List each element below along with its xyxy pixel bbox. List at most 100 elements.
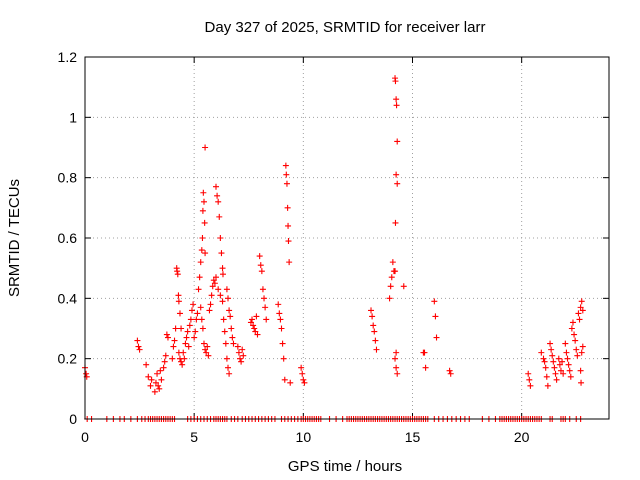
data-point [223,286,230,293]
data-point [156,385,163,392]
data-point [262,304,269,311]
data-point [252,328,259,335]
data-point [152,379,159,386]
data-point [572,337,579,344]
data-point [145,373,152,380]
data-point [579,343,586,350]
data-point [175,292,182,299]
data-point [196,274,203,281]
data-point [373,346,380,353]
data-point [447,370,454,377]
data-point [200,340,207,347]
data-point [249,316,256,323]
data-point [538,349,545,356]
data-point [209,283,216,290]
data-point [286,259,293,266]
data-point [548,346,555,353]
data-point [200,198,207,205]
y-tick-label: 0 [69,411,77,427]
data-point [279,340,286,347]
data-point [253,313,260,320]
data-point [143,361,150,368]
data-point [542,364,549,371]
data-point [259,286,266,293]
data-point [555,355,562,362]
data-point [199,325,206,332]
data-point [566,367,573,374]
data-point [422,364,429,371]
data-point [257,262,264,269]
data-point [578,298,585,305]
data-point [157,367,164,374]
data-point [199,235,206,241]
data-points [82,75,586,422]
data-point [192,328,199,335]
data-point [565,361,572,368]
data-point [83,370,90,377]
data-point [220,316,227,323]
data-point [275,301,282,308]
y-tick-label: 1.2 [58,49,78,65]
data-point [202,346,209,353]
data-point [203,349,210,356]
data-point [543,373,550,380]
data-point [237,355,244,362]
data-point [235,349,242,356]
data-point [251,325,258,332]
data-point [206,307,213,314]
data-point [573,346,580,353]
data-point [182,340,189,347]
data-point [215,286,222,293]
data-point [557,367,564,374]
x-tick-label: 15 [405,429,421,445]
data-point [285,238,292,245]
y-tick-label: 1 [69,109,77,125]
data-point [225,364,232,371]
data-point [154,370,161,377]
data-point [170,343,177,350]
data-point [238,358,245,365]
data-point [301,379,308,386]
data-point [230,340,237,347]
data-point [234,343,241,350]
data-point [247,319,254,326]
data-point [544,382,551,389]
data-point [258,268,265,275]
y-tick-label: 0.6 [58,230,78,246]
data-point [194,310,201,317]
data-point [202,250,209,257]
data-point [201,219,208,226]
data-point [195,286,202,293]
data-point [283,180,290,187]
data-point [134,337,141,344]
data-point [571,331,578,338]
data-point [254,331,261,338]
data-point [431,298,438,305]
data-point [393,102,400,109]
y-tick-label: 0.4 [58,290,78,306]
data-point [204,343,211,350]
data-point [135,343,142,350]
data-point [175,298,182,305]
data-point [218,250,225,257]
data-point [217,235,224,241]
plot-frame [84,56,610,420]
data-point [207,301,214,308]
chart-title: Day 327 of 2025, SRMTID for receiver lar… [205,19,486,36]
data-point [163,331,170,338]
data-point [393,349,400,356]
data-point [197,304,204,311]
data-point [576,316,583,323]
data-point [392,219,399,226]
data-point [551,364,558,371]
data-point [256,253,263,260]
data-point [190,301,197,308]
data-point [226,307,233,314]
data-point [284,204,291,211]
data-point [198,247,205,254]
data-point [219,298,226,305]
data-point [240,352,247,359]
data-point [577,367,584,374]
data-point [183,334,190,341]
